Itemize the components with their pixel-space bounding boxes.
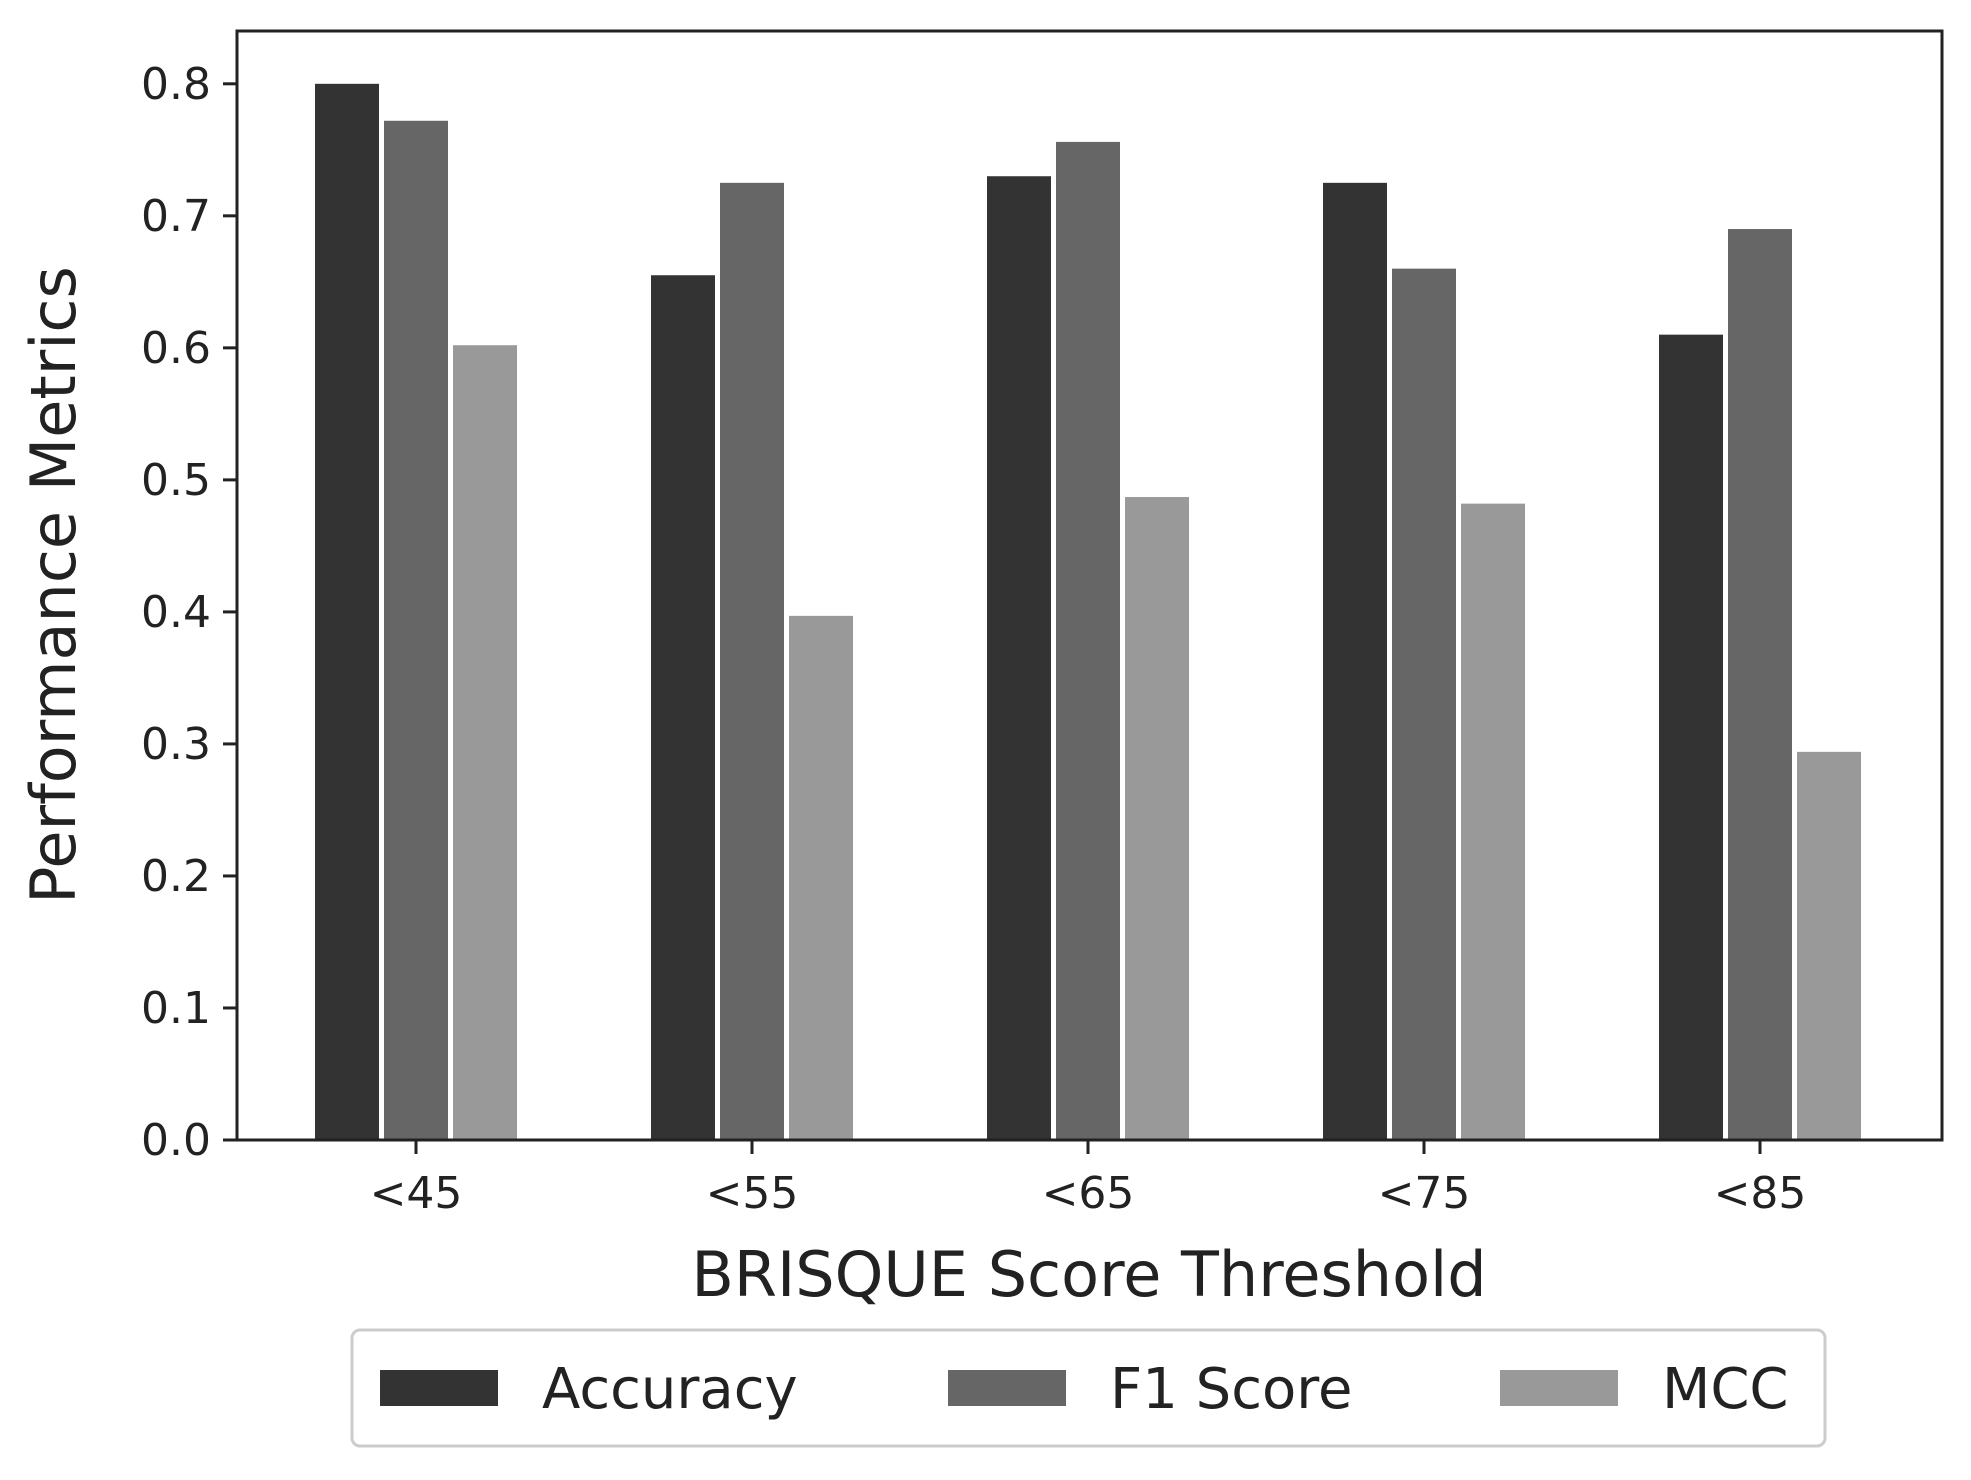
x-tick-label: <85 [1714,1168,1807,1219]
bar-accuracy [1323,182,1387,1140]
x-tick-label: <75 [1378,1168,1471,1219]
y-tick-label: 0.3 [141,719,211,770]
bar-accuracy [651,275,715,1141]
x-tick-label: <45 [370,1168,463,1219]
bar-mcc [789,615,853,1140]
y-axis: 0.0 0.1 0.2 0.3 0.4 0.5 0.6 0.7 0.8 [141,59,237,1166]
y-tick-label: 0.8 [141,59,211,110]
y-tick-label: 0.1 [141,983,211,1034]
bar-f1-score [720,182,784,1140]
legend-swatch-mcc [1500,1370,1618,1406]
bar-accuracy [987,176,1051,1140]
x-axis: <45 <55 <65 <75 <85 [370,1140,1807,1219]
y-tick-label: 0.0 [141,1115,211,1166]
legend-label: F1 Score [1110,1357,1352,1422]
bar-accuracy [1659,334,1723,1140]
legend-swatch-f1-score [948,1370,1066,1406]
y-tick-label: 0.5 [141,455,211,506]
y-axis-title: Performance Metrics [17,266,90,904]
legend-label: MCC [1662,1357,1789,1422]
bar-f1-score [384,120,448,1141]
bar-mcc [1125,497,1189,1140]
bar-mcc [1797,751,1861,1140]
y-tick-label: 0.7 [141,191,211,242]
y-tick-label: 0.4 [141,587,211,638]
legend-swatch-accuracy [380,1370,498,1406]
legend: Accuracy F1 Score MCC [350,1328,1827,1448]
bar-mcc [1461,503,1525,1140]
y-tick-label: 0.6 [141,323,211,374]
x-tick-label: <55 [706,1168,799,1219]
bar-f1-score [1056,141,1120,1140]
legend-frame [350,1328,1827,1448]
bar-f1-score [1728,229,1792,1141]
bar-mcc [453,345,517,1140]
x-axis-title: BRISQUE Score Threshold [691,1238,1486,1311]
x-tick-label: <65 [1042,1168,1135,1219]
legend-label: Accuracy [542,1357,798,1422]
bar-accuracy [315,83,379,1140]
bar-f1-score [1392,268,1456,1141]
bars-group [315,83,1861,1141]
y-tick-label: 0.2 [141,851,211,902]
